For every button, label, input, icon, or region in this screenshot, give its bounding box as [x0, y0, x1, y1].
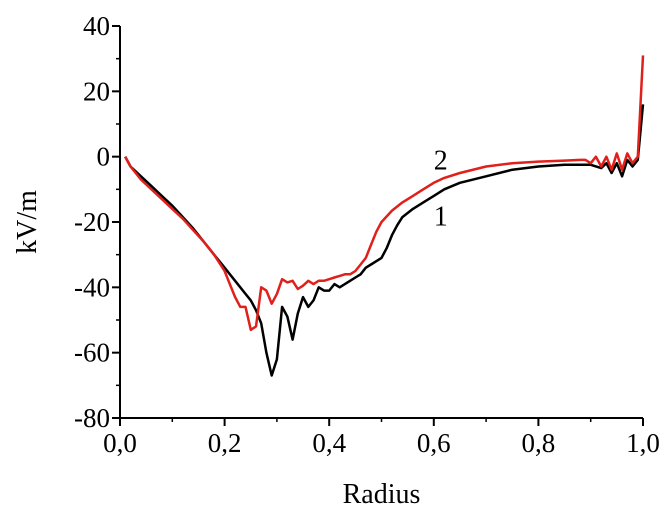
y-tick-label: -60: [74, 338, 110, 368]
y-axis-title: kV/m: [12, 190, 43, 254]
series-line-2: [124, 55, 645, 332]
x-tick-label: 0,4: [312, 428, 346, 458]
x-tick-label: 0,8: [522, 428, 556, 458]
y-tick-label: -20: [74, 207, 110, 237]
y-tick-label: 20: [83, 76, 110, 106]
y-tick-label: 0: [97, 142, 111, 172]
x-axis-title: Radius: [343, 479, 421, 510]
y-tick-label: 40: [83, 11, 110, 41]
series-label-1: 1: [434, 201, 448, 232]
y-tick-label: -40: [74, 272, 110, 302]
x-ticks: 0,0 0,2 0,4 0,6 0,8 1,0: [103, 418, 660, 458]
x-tick-label: 0,2: [208, 428, 242, 458]
y-tick-label: -80: [74, 403, 110, 433]
y-ticks: 40 20 0 -20 -40 -60 -80: [74, 11, 120, 433]
x-tick-label: 0,6: [417, 428, 451, 458]
series-line-1: [124, 104, 645, 377]
plot-series: [124, 55, 645, 377]
series-label-2: 2: [434, 146, 448, 177]
x-tick-label: 1,0: [626, 428, 660, 458]
x-tick-label: 0,0: [103, 428, 137, 458]
